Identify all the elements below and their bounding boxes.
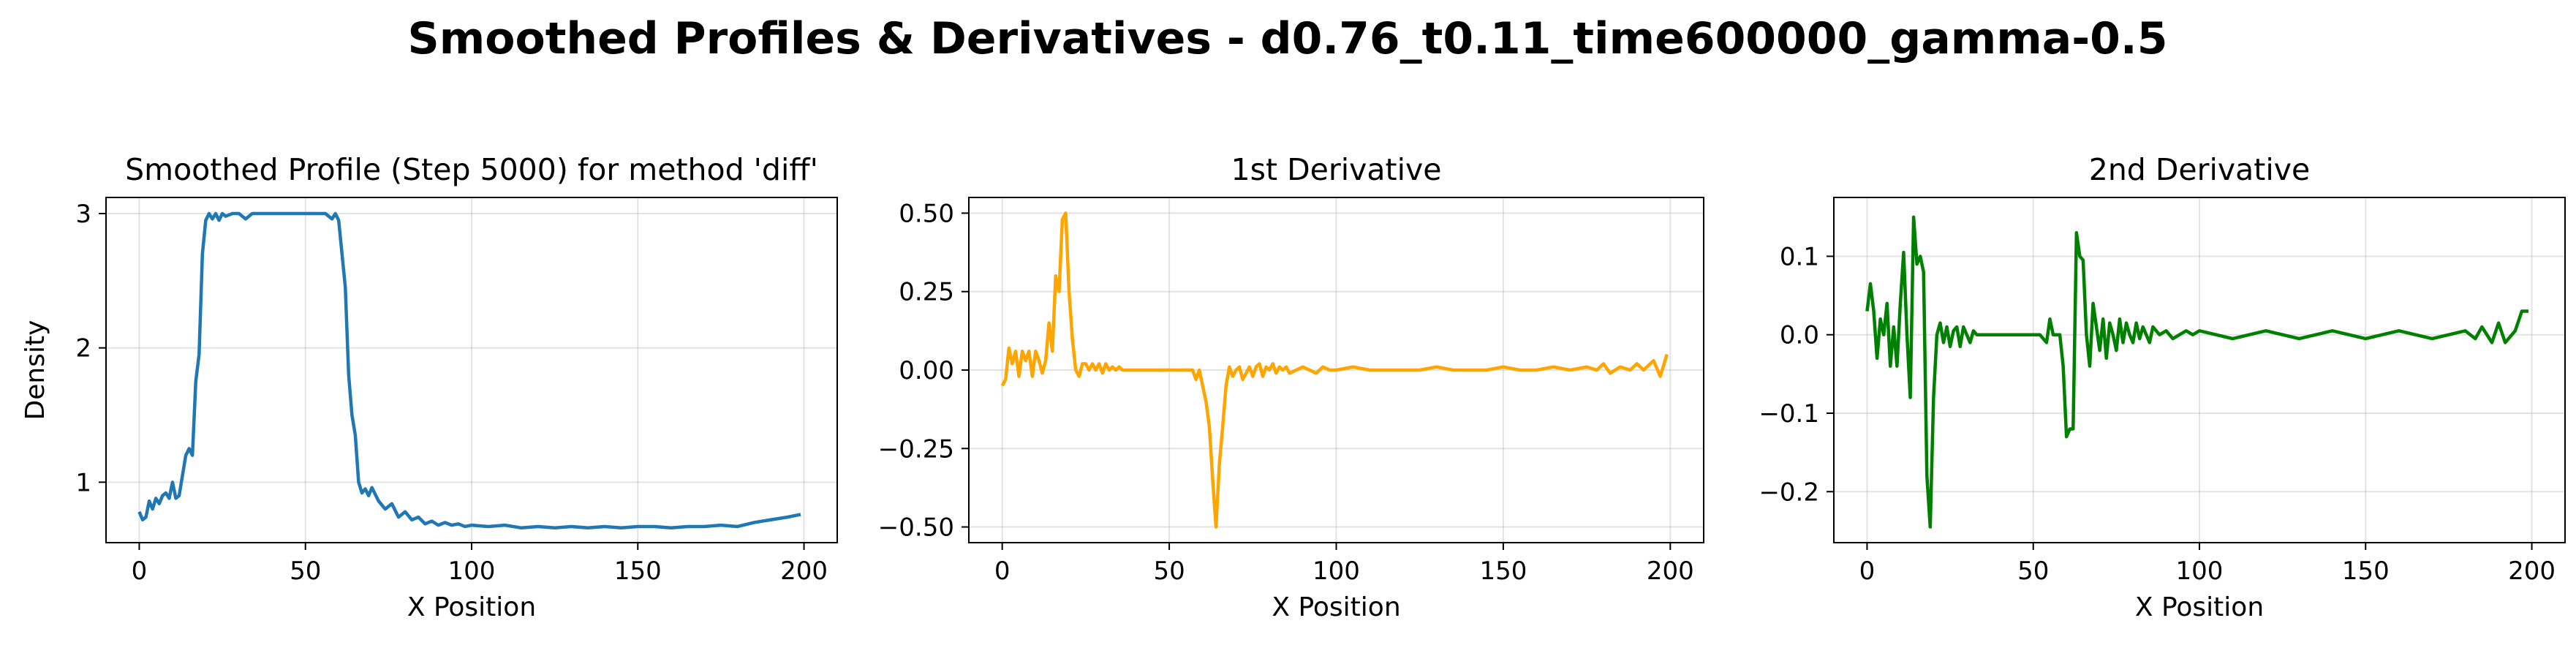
x-tick-label: 50	[290, 557, 321, 586]
y-tick-label: 3	[75, 200, 91, 229]
x-axis-label: X Position	[407, 592, 536, 622]
second-derivative-line	[1865, 215, 2528, 529]
x-tick-label: 200	[2508, 557, 2556, 586]
x-axis-label: X Position	[1272, 592, 1400, 622]
axes-title: Smoothed Profile (Step 5000) for method …	[125, 152, 818, 187]
x-tick-label: 100	[1312, 557, 1360, 586]
x-tick-label: 0	[132, 557, 148, 586]
x-tick-label: 150	[1479, 557, 1527, 586]
x-tick-label: 150	[614, 557, 662, 586]
x-axis-label: X Position	[2135, 592, 2264, 622]
y-tick-label: 1	[75, 468, 91, 497]
y-tick-label: −0.50	[878, 513, 954, 543]
chart-panel-first-derivative: 0 50 100 150 200 −0.50 −0.25 0.00 0.25 0.50 1st De…	[878, 152, 1704, 622]
y-tick-label: 0.25	[899, 278, 954, 307]
axes-title: 2nd Derivative	[2089, 152, 2311, 187]
x-tick-label: 200	[1647, 557, 1694, 586]
figure-suptitle: Smoothed Profiles & Derivatives - d0.76_…	[408, 13, 2168, 64]
x-tick-label: 100	[2176, 557, 2224, 586]
y-tick-label: −0.25	[878, 434, 954, 464]
y-tick-label: 0.0	[1780, 321, 1819, 350]
x-tick-label: 50	[1153, 557, 1185, 586]
chart-panel-density-profile: 0 50 100 150 200 1 2 3 Smoothed Profile (Step 50…	[20, 152, 838, 622]
y-tick-label: 0.00	[899, 356, 954, 385]
x-tick-label: 0	[1859, 557, 1876, 586]
x-tick-label: 50	[2017, 557, 2049, 586]
y-axis-label: Density	[20, 320, 50, 421]
density-line	[137, 211, 801, 530]
x-tick-label: 100	[448, 557, 496, 586]
x-tick-label: 200	[780, 557, 828, 586]
y-tick-label: −0.1	[1759, 399, 1819, 429]
y-tick-label: 0.50	[899, 199, 954, 228]
y-tick-label: 0.1	[1780, 242, 1819, 271]
y-tick-label: 2	[75, 334, 91, 363]
x-tick-label: 150	[2342, 557, 2390, 586]
x-tick-label: 0	[994, 557, 1011, 586]
chart-panel-second-derivative: 0 50 100 150 200 −0.2 −0.1 0.0 0.1 2nd Derivative…	[1759, 152, 2566, 622]
axes-title: 1st Derivative	[1231, 152, 1442, 187]
first-derivative-line	[1000, 211, 1669, 529]
y-tick-label: −0.2	[1759, 478, 1819, 507]
